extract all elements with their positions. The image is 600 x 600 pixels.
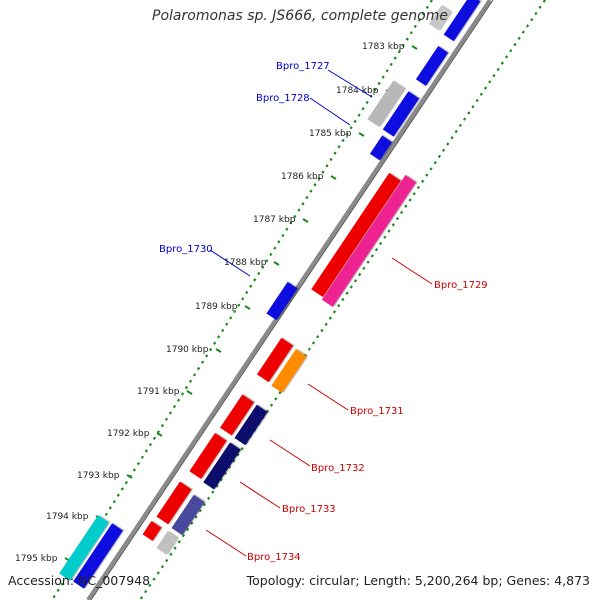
callout-line-1733 xyxy=(239,481,281,509)
gene-block-grey-small[interactable] xyxy=(156,531,178,555)
tick-mark xyxy=(358,132,365,137)
genome-summary-text: Topology: circular; Length: 5,200,264 bp… xyxy=(246,573,590,588)
tick-label: 1785 kbp xyxy=(309,129,352,139)
gene-block-blue-1794[interactable] xyxy=(73,523,123,589)
gene-block-navy-1732[interactable] xyxy=(234,404,268,446)
gene-block-navy-1733[interactable] xyxy=(203,442,241,490)
gene-label-bpro-1730[interactable]: Bpro_1730 xyxy=(159,244,213,255)
gene-block-red-1732[interactable] xyxy=(220,394,254,436)
callout-line-1727 xyxy=(327,69,373,98)
tick-label: 1793 kbp xyxy=(77,471,120,481)
gene-label-bpro-1728[interactable]: Bpro_1728 xyxy=(256,93,310,104)
callout-line-1734 xyxy=(205,529,247,557)
accession-text: Accession: NC_007948 xyxy=(8,573,151,588)
gene-block-slate-1734[interactable] xyxy=(171,494,205,536)
callout-line-1730 xyxy=(209,249,251,277)
gene-block-blue-top[interactable] xyxy=(443,0,481,42)
tick-label: 1788 kbp xyxy=(224,258,267,268)
tick-mark xyxy=(244,305,251,310)
gene-label-bpro-1733[interactable]: Bpro_1733 xyxy=(282,504,336,515)
gene-block-cyan-1794[interactable] xyxy=(59,515,109,581)
tick-mark xyxy=(215,348,222,353)
gene-block-red-1729[interactable] xyxy=(311,172,401,298)
gene-block-blue-1783[interactable] xyxy=(415,46,449,86)
gene-block-orange-1731[interactable] xyxy=(271,349,307,393)
tick-label: 1786 kbp xyxy=(281,172,324,182)
tick-mark xyxy=(411,45,418,50)
tick-label: 1789 kbp xyxy=(195,302,238,312)
gene-label-bpro-1729[interactable]: Bpro_1729 xyxy=(434,280,488,291)
gene-block-red-1733[interactable] xyxy=(189,432,227,480)
callout-line-1729 xyxy=(391,257,433,285)
gene-label-bpro-1731[interactable]: Bpro_1731 xyxy=(350,406,404,417)
gene-block-red-1731a[interactable] xyxy=(256,337,294,383)
tick-label: 1795 kbp xyxy=(15,554,58,564)
tick-label: 1792 kbp xyxy=(107,429,150,439)
tick-mark xyxy=(156,432,163,437)
tick-group: 1783 kbp 1784 kbp 1785 kbp 1786 kbp 1787 kbp… xyxy=(15,42,418,564)
gene-label-bpro-1732[interactable]: Bpro_1732 xyxy=(311,463,365,474)
tick-mark xyxy=(302,218,309,223)
gene-block-blue-1728[interactable] xyxy=(382,91,420,137)
gene-label-bpro-1734[interactable]: Bpro_1734 xyxy=(247,552,301,563)
genome-backbone-shadow xyxy=(90,0,494,600)
genome-title: Polaromonas sp. JS666, complete genome xyxy=(152,8,448,24)
gene-label-bpro-1727[interactable]: Bpro_1727 xyxy=(276,61,330,72)
tick-label: 1784 kbp xyxy=(336,86,379,96)
gene-group xyxy=(59,0,481,589)
gene-block-red-small[interactable] xyxy=(142,521,162,541)
gene-block-grey-1727[interactable] xyxy=(367,80,405,128)
callout-line-1728 xyxy=(309,97,351,126)
callout-line-1731 xyxy=(307,383,349,411)
gene-block-red-1734[interactable] xyxy=(156,481,192,525)
right-dotted-track xyxy=(139,0,546,600)
tick-mark xyxy=(126,474,133,479)
tick-label: 1791 kbp xyxy=(137,387,180,397)
tick-label: 1783 kbp xyxy=(362,42,405,52)
gene-block-blue-1730[interactable] xyxy=(266,281,298,321)
tick-mark xyxy=(273,261,280,266)
gene-block-pink-1729[interactable] xyxy=(321,175,417,307)
gene-block-blue-1785[interactable] xyxy=(369,135,393,161)
tick-label: 1794 kbp xyxy=(46,512,89,522)
callout-line-1732 xyxy=(269,439,311,467)
tick-label: 1790 kbp xyxy=(166,345,209,355)
tick-mark xyxy=(330,175,337,180)
tick-mark xyxy=(186,390,193,395)
gene-block-grey-top[interactable] xyxy=(428,5,452,31)
tick-label: 1787 kbp xyxy=(253,215,296,225)
